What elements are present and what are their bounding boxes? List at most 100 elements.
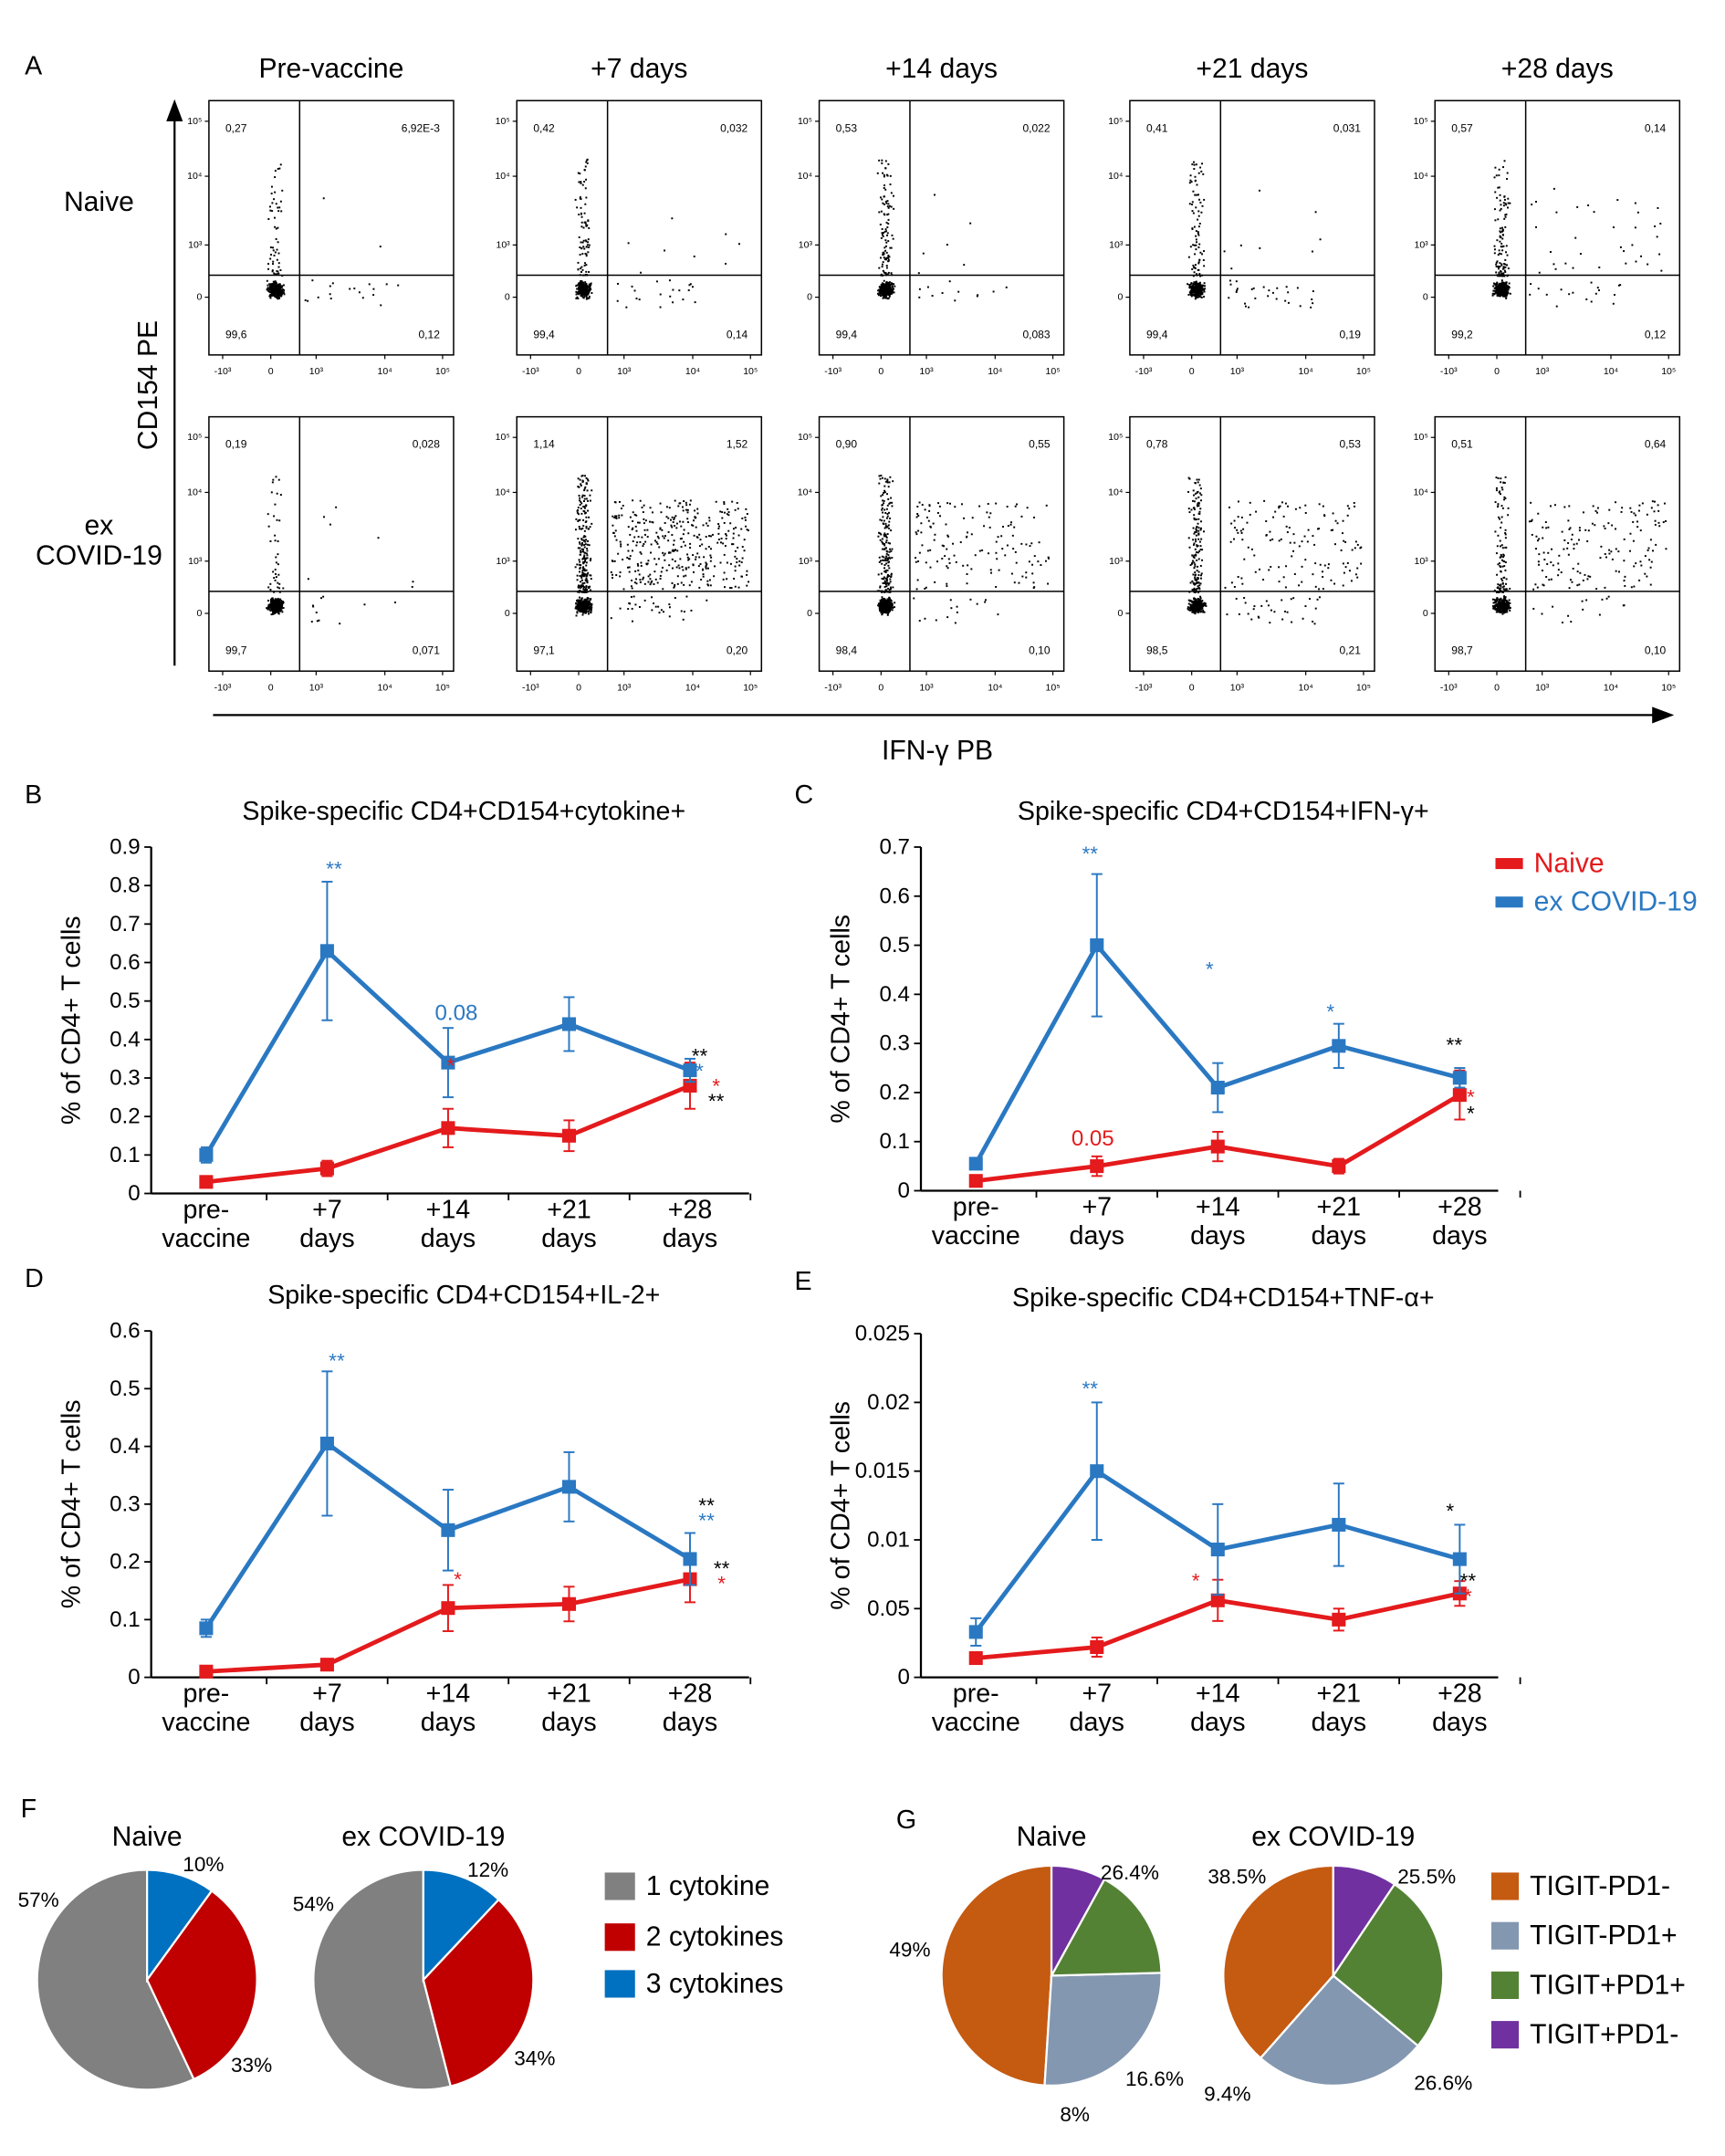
- quadrant-percent: 99,2: [1451, 328, 1473, 340]
- cell-event: [587, 528, 590, 530]
- cell-event: [1196, 273, 1198, 276]
- cell-event: [1189, 564, 1192, 567]
- cell-event: [888, 528, 891, 529]
- cell-event: [315, 612, 318, 613]
- plot-frame: [1129, 99, 1375, 356]
- cell-event: [695, 526, 697, 529]
- cell-event: [1271, 291, 1274, 294]
- cell-event: [890, 282, 893, 285]
- cell-event: [583, 568, 586, 570]
- cell-event: [585, 295, 588, 298]
- cell-event: [282, 607, 285, 610]
- cell-event: [273, 292, 276, 295]
- cell-event: [892, 290, 894, 293]
- cell-event: [887, 602, 890, 605]
- cell-event: [277, 610, 280, 612]
- cell-event: [988, 516, 990, 518]
- cell-event: [881, 606, 883, 609]
- cell-event: [884, 533, 887, 536]
- cell-event: [1499, 235, 1501, 237]
- cell-event: [1048, 557, 1050, 560]
- cell-event: [876, 292, 879, 295]
- events: [266, 163, 400, 307]
- cell-event: [574, 607, 577, 610]
- cell-event: [884, 160, 887, 162]
- x-tick-label: 10⁵: [1046, 682, 1061, 693]
- cell-event: [274, 225, 277, 228]
- cell-event: [881, 555, 883, 558]
- cell-event: [679, 558, 682, 560]
- cell-event: [1192, 608, 1195, 611]
- cell-event: [643, 518, 645, 520]
- cell-event: [1194, 574, 1197, 577]
- cell-event: [583, 283, 586, 286]
- cell-event: [669, 551, 672, 554]
- cell-event: [586, 297, 589, 299]
- cell-event: [1502, 166, 1504, 169]
- cell-event: [978, 505, 981, 508]
- cell-event: [271, 293, 274, 296]
- row-label: Naive: [64, 187, 134, 217]
- cell-event: [583, 489, 586, 492]
- cell-event: [1594, 292, 1597, 295]
- cell-event: [372, 288, 375, 290]
- cell-event: [1276, 287, 1279, 289]
- cell-event: [1196, 578, 1198, 581]
- cell-event: [884, 557, 887, 560]
- cell-event: [888, 606, 891, 609]
- cell-event: [997, 613, 999, 616]
- cell-event: [581, 296, 584, 298]
- cell-event: [686, 511, 689, 514]
- cell-event: [881, 600, 883, 602]
- cell-event: [659, 293, 662, 296]
- cell-event: [886, 226, 889, 229]
- cell-event: [582, 292, 585, 295]
- cell-event: [724, 511, 727, 514]
- cell-event: [275, 476, 277, 478]
- cell-event: [883, 284, 886, 287]
- cell-event: [1189, 287, 1192, 289]
- cell-event: [589, 499, 591, 502]
- cell-event: [591, 489, 593, 492]
- cell-event: [585, 196, 588, 199]
- cell-event: [576, 296, 579, 298]
- cell-event: [1028, 560, 1030, 563]
- cell-event: [269, 295, 272, 298]
- cell-event: [672, 301, 674, 304]
- cell-event: [579, 560, 581, 563]
- cell-event: [996, 558, 998, 560]
- cell-event: [740, 561, 743, 564]
- cell-event: [582, 536, 585, 539]
- cell-event: [881, 591, 883, 593]
- cell-event: [649, 573, 652, 576]
- cell-event: [1191, 291, 1194, 294]
- cell-event: [888, 575, 891, 578]
- cell-event: [1200, 494, 1203, 497]
- cell-event: [577, 261, 580, 264]
- cell-event: [727, 508, 729, 510]
- cell-event: [877, 294, 880, 297]
- cell-event: [883, 271, 885, 274]
- cell-event: [1199, 251, 1202, 254]
- cell-event: [582, 293, 585, 296]
- cell-event: [665, 516, 668, 518]
- cell-event: [726, 534, 727, 537]
- cell-event: [885, 288, 888, 290]
- cell-event: [886, 605, 889, 608]
- cell-event: [952, 542, 954, 545]
- cell-event: [885, 606, 888, 609]
- cell-event: [1625, 262, 1627, 265]
- cell-event: [270, 598, 273, 601]
- cell-event: [1187, 599, 1190, 602]
- cell-event: [1492, 285, 1495, 288]
- cell-event: [585, 585, 588, 588]
- cell-event: [689, 283, 692, 286]
- quadrant-percent: 6,92E-3: [402, 121, 440, 134]
- cell-event: [928, 505, 931, 508]
- cell-event: [1196, 241, 1198, 244]
- cell-event: [1500, 231, 1502, 234]
- x-tick-label: 10³: [919, 682, 934, 693]
- cell-event: [613, 560, 616, 562]
- cell-event: [881, 538, 883, 540]
- cell-event: [643, 504, 645, 507]
